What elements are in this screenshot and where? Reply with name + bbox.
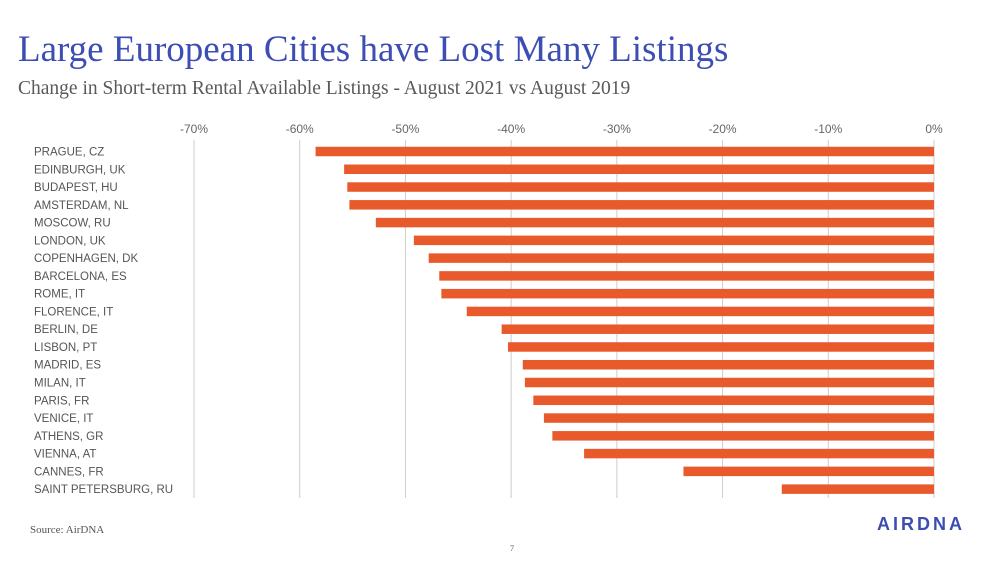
chart-title: Large European Cities have Lost Many Lis… xyxy=(18,29,729,70)
x-tick-label: -50% xyxy=(391,122,419,136)
x-tick-label: -60% xyxy=(286,122,314,136)
bar xyxy=(315,146,935,157)
category-label: CANNES, FR xyxy=(34,466,104,478)
category-label: PRAGUE, CZ xyxy=(34,147,104,159)
x-tick-label: -10% xyxy=(814,122,842,136)
category-label: BUDAPEST, HU xyxy=(34,182,118,194)
chart-subtitle: Change in Short-term Rental Available Li… xyxy=(18,78,631,99)
bar xyxy=(466,306,934,317)
category-label: FLORENCE, IT xyxy=(34,306,113,318)
source-note: Source: AirDNA xyxy=(30,524,105,536)
bar-chart: -70% -60% -50% -40% -30% -20% -10% 0% PRAGUE, C… xyxy=(34,122,943,498)
category-label: SAINT PETERSBURG, RU xyxy=(34,484,173,496)
category-label: LONDON, UK xyxy=(34,235,106,247)
x-axis-ticks: -70% -60% -50% -40% -30% -20% -10% 0% xyxy=(180,122,943,136)
bar xyxy=(524,377,934,388)
category-label: MADRID, ES xyxy=(34,360,101,372)
bar xyxy=(683,466,934,477)
bar xyxy=(584,448,934,459)
category-label: LISBON, PT xyxy=(34,342,97,354)
x-tick-label: -30% xyxy=(603,122,631,136)
gridlines xyxy=(193,140,935,498)
bar xyxy=(428,253,934,263)
bar xyxy=(441,288,934,299)
bar xyxy=(501,324,934,334)
bar xyxy=(413,235,934,246)
category-label: AMSTERDAM, NL xyxy=(34,200,129,212)
bar xyxy=(344,164,935,175)
x-tick-label: -20% xyxy=(709,122,737,136)
category-label: BARCELONA, ES xyxy=(34,271,127,283)
category-label: ROME, IT xyxy=(34,289,85,301)
x-tick-label: 0% xyxy=(925,122,943,136)
airdna-logo: AIRDNA xyxy=(877,514,965,534)
bar xyxy=(439,271,934,281)
category-label: PARIS, FR xyxy=(34,395,89,407)
bar xyxy=(781,484,934,494)
bar xyxy=(552,431,934,441)
bars xyxy=(315,146,935,494)
x-tick-label: -40% xyxy=(497,122,525,136)
category-label: EDINBURGH, UK xyxy=(34,164,126,176)
bar xyxy=(347,182,934,192)
category-label: ATHENS, GR xyxy=(34,431,103,443)
bar xyxy=(522,359,934,370)
category-label: VIENNA, AT xyxy=(34,449,96,461)
page-number: 7 xyxy=(510,544,514,553)
category-labels: PRAGUE, CZ EDINBURGH, UK BUDAPEST, HU AMSTE… xyxy=(34,147,173,497)
bar xyxy=(507,342,934,352)
category-label: BERLIN, DE xyxy=(34,324,98,336)
bar xyxy=(349,200,934,210)
bar xyxy=(375,217,934,228)
bar xyxy=(543,413,934,423)
x-tick-label: -70% xyxy=(180,122,208,136)
category-label: VENICE, IT xyxy=(34,413,93,425)
category-label: MOSCOW, RU xyxy=(34,218,111,230)
category-label: MILAN, IT xyxy=(34,378,86,390)
bar xyxy=(533,395,934,406)
category-label: COPENHAGEN, DK xyxy=(34,253,138,265)
